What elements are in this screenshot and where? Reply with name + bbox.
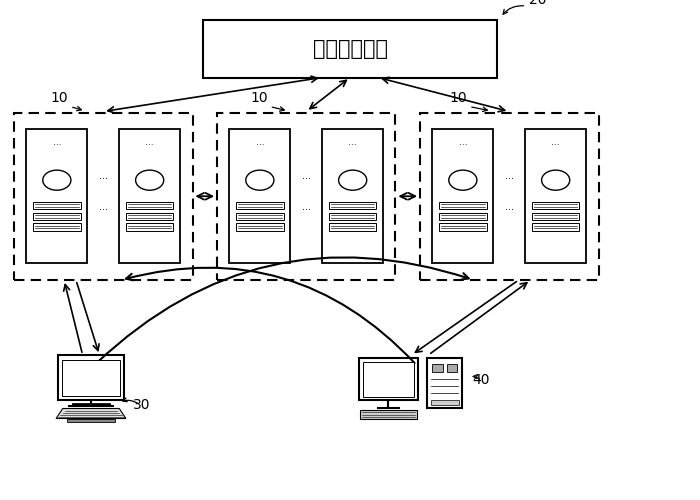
Bar <box>329 212 377 220</box>
Bar <box>33 202 80 209</box>
Text: ···: ··· <box>302 174 311 184</box>
Bar <box>33 212 80 220</box>
Bar <box>66 418 116 422</box>
Bar <box>432 364 442 372</box>
Bar <box>430 400 458 405</box>
Bar <box>363 362 414 396</box>
Polygon shape <box>56 408 126 418</box>
Bar <box>27 129 88 263</box>
Text: ···: ··· <box>458 141 467 150</box>
Bar <box>439 224 486 231</box>
FancyBboxPatch shape <box>14 112 192 280</box>
Bar <box>447 364 458 372</box>
FancyBboxPatch shape <box>217 112 396 280</box>
Bar <box>322 129 383 263</box>
Bar <box>62 360 120 397</box>
Bar <box>329 202 377 209</box>
Text: ···: ··· <box>505 204 514 214</box>
Bar <box>525 129 586 263</box>
Bar <box>532 202 580 209</box>
Text: 10: 10 <box>449 90 468 104</box>
Bar <box>329 224 377 231</box>
Text: 40: 40 <box>473 373 490 387</box>
Bar <box>358 358 418 400</box>
Text: 30: 30 <box>133 398 150 412</box>
Text: ···: ··· <box>302 204 311 214</box>
Text: ···: ··· <box>552 141 560 150</box>
Bar <box>203 20 497 78</box>
Bar <box>236 202 284 209</box>
Bar <box>126 224 174 231</box>
Text: ···: ··· <box>349 141 357 150</box>
Text: 10: 10 <box>250 90 268 104</box>
Bar <box>33 224 80 231</box>
Bar <box>427 358 462 408</box>
Text: ···: ··· <box>52 141 61 150</box>
Text: 调度中心设备: 调度中心设备 <box>312 39 388 58</box>
Bar <box>360 410 416 419</box>
Bar <box>433 129 494 263</box>
Text: ···: ··· <box>99 174 108 184</box>
Bar <box>532 224 580 231</box>
Text: ···: ··· <box>505 174 514 184</box>
Bar <box>230 129 290 263</box>
Bar <box>119 129 180 263</box>
Bar <box>236 212 284 220</box>
FancyBboxPatch shape <box>420 112 598 280</box>
Bar <box>236 224 284 231</box>
Text: ···: ··· <box>146 141 154 150</box>
Bar <box>532 212 580 220</box>
Text: 20: 20 <box>528 0 546 8</box>
Bar <box>57 355 125 400</box>
Bar <box>126 202 174 209</box>
Bar <box>439 202 486 209</box>
Text: ···: ··· <box>256 141 264 150</box>
Bar <box>439 212 486 220</box>
Bar <box>126 212 174 220</box>
Text: ···: ··· <box>99 204 108 214</box>
Text: 10: 10 <box>50 90 69 104</box>
